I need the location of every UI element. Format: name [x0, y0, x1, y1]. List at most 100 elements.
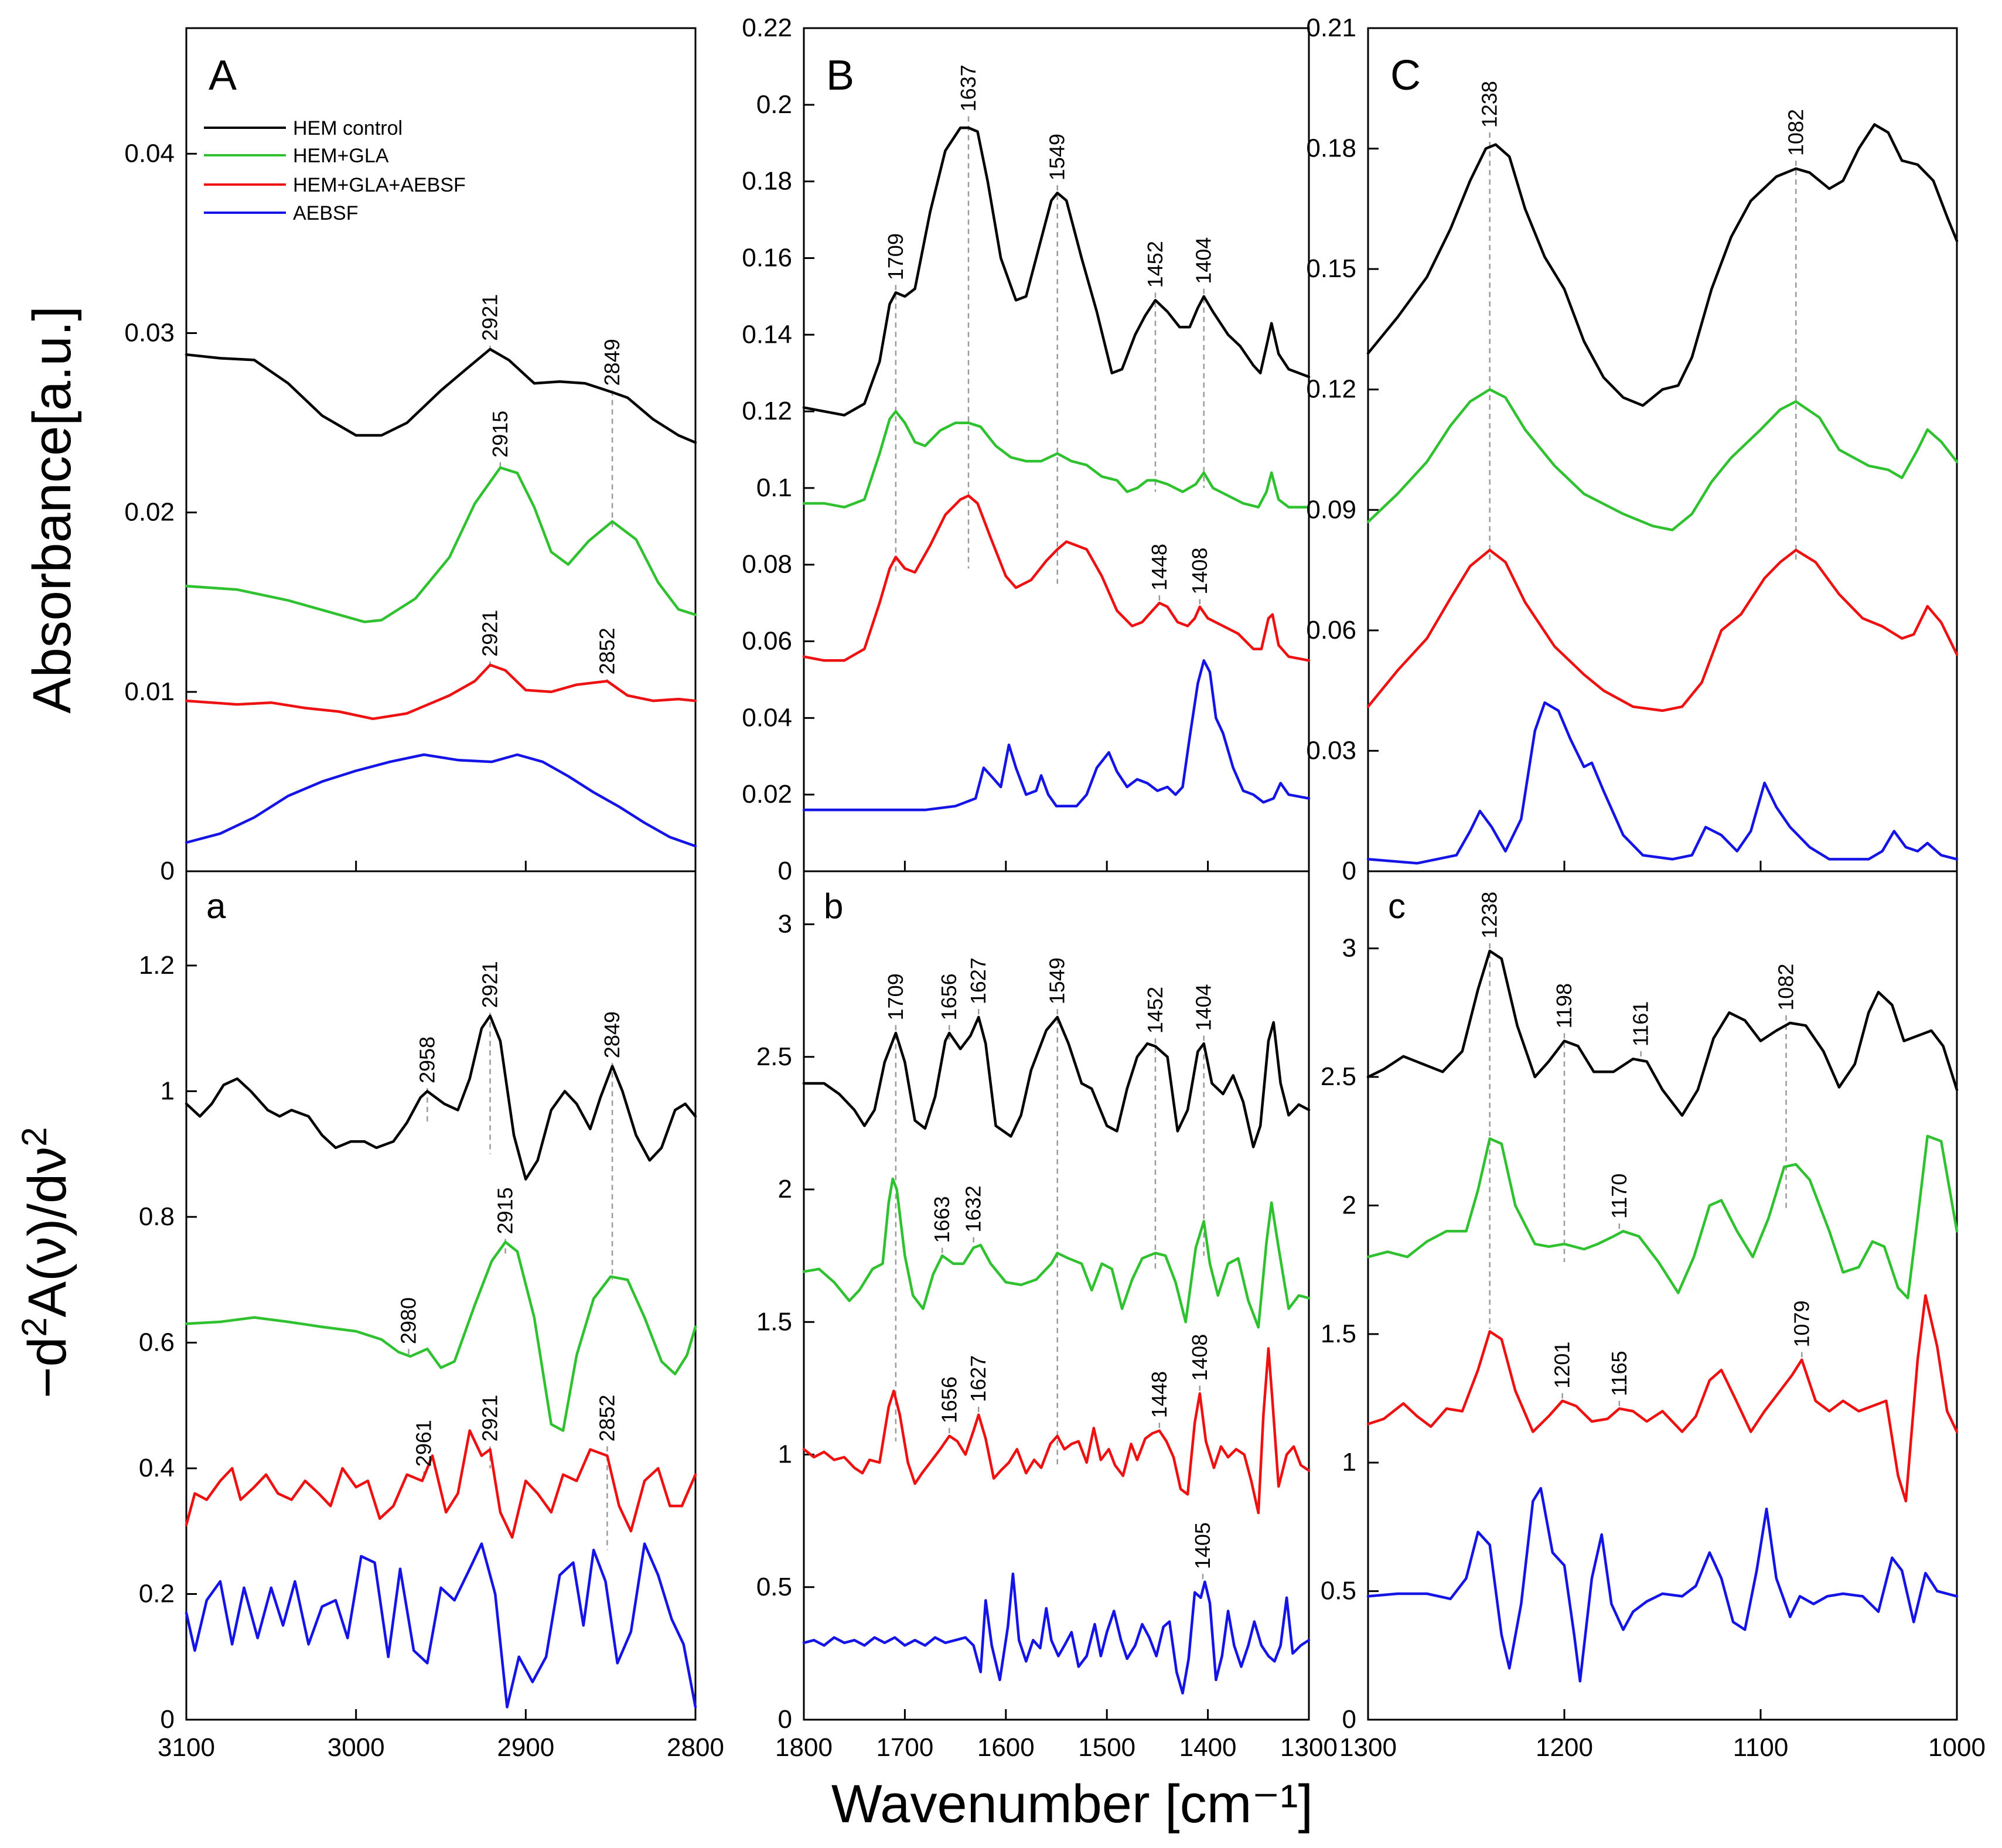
- y-tick-label: 0.15: [1306, 254, 1356, 283]
- peak-label: 2852: [595, 1394, 619, 1441]
- y-tick-label: 2: [778, 1175, 792, 1203]
- panel-label-B: B: [826, 52, 854, 99]
- peak-label: 1709: [884, 973, 908, 1020]
- series-line-hem-gla: [185, 1240, 697, 1432]
- y-tick-label: 0.09: [1306, 495, 1356, 524]
- series-line-hem-gla-aebsf: [185, 663, 697, 721]
- y-tick-label: 0.06: [1306, 616, 1356, 645]
- x-tick-label: 3000: [328, 1733, 385, 1762]
- panel-a: 0 0.2 0.4 0.6 0.8 1 1.2 3100 3000 2900 2800 2921 284…: [139, 870, 724, 1762]
- peak-label: 1448: [1147, 1371, 1171, 1418]
- peak-label: 2921: [478, 610, 502, 657]
- y-tick-label: 1: [778, 1440, 792, 1469]
- y-tick-label: 0: [161, 857, 175, 885]
- y-tick-label: 0.18: [742, 167, 792, 196]
- series-line-aebsf: [185, 753, 697, 848]
- peak-label: 1082: [1774, 964, 1798, 1011]
- peak-label: 1161: [1629, 1001, 1653, 1046]
- y-axis-label-bottom-sup1: 2: [15, 1317, 54, 1336]
- x-tick-label: 2800: [667, 1733, 724, 1762]
- series-line-hem-gla-aebsf: [1366, 548, 1959, 712]
- peak-label: 1663: [930, 1196, 954, 1243]
- y-tick-label: 0.18: [1306, 134, 1356, 163]
- series-line-aebsf: [1366, 1486, 1959, 1683]
- y-tick-label: 0.02: [742, 780, 792, 809]
- peak-label: 1238: [1478, 892, 1502, 939]
- peak-label: 1404: [1192, 984, 1216, 1031]
- x-tick-label: 1100: [1733, 1733, 1789, 1762]
- peak-label: 1404: [1192, 237, 1216, 284]
- peak-label: 1452: [1143, 987, 1167, 1034]
- y-tick-label: 0.08: [742, 550, 792, 579]
- peak-label: 1627: [966, 1355, 990, 1402]
- series-line-aebsf: [1366, 701, 1959, 865]
- series-line-hem-gla: [802, 410, 1311, 509]
- peak-label: 1452: [1143, 241, 1167, 288]
- x-axis-label: Wavenumber [cm⁻¹]: [831, 1774, 1313, 1834]
- series-line-hem-gla-aebsf: [1366, 1294, 1959, 1503]
- y-tick-label: 0.6: [139, 1328, 175, 1356]
- panel-B: 0 0.02 0.04 0.06 0.08 0.1 0.12 0.14 0.16 0.18 0.2 0…: [742, 13, 1311, 885]
- peak-label: 1165: [1607, 1351, 1631, 1396]
- x-tick-label: 1300: [1339, 1733, 1397, 1762]
- legend-label-hem-gla: HEM+GLA: [293, 145, 389, 167]
- panel-label-a: a: [206, 887, 226, 926]
- y-tick-label: 0.8: [139, 1202, 175, 1231]
- series-line-hem-control: [185, 1014, 697, 1181]
- y-tick-label: 2.5: [756, 1042, 792, 1071]
- peak-label: 2921: [478, 1394, 502, 1441]
- y-tick-label: 0.02: [124, 498, 175, 527]
- y-tick-label: 1.5: [1321, 1319, 1356, 1348]
- y-tick-label: 0.14: [742, 320, 792, 349]
- x-tick-label: 1800: [775, 1733, 833, 1762]
- y-axis-label-bottom: −d2A(ν)/dν2: [15, 1127, 78, 1398]
- panel-label-b: b: [824, 887, 843, 926]
- series-line-hem-gla-aebsf: [802, 1347, 1311, 1515]
- y-axis-label-top: Absorbance[a.u.]: [22, 306, 82, 714]
- y-tick-label: 3: [1342, 934, 1356, 963]
- x-tick-label: 1200: [1536, 1733, 1593, 1762]
- peak-label: 2915: [493, 1187, 517, 1234]
- y-tick-label: 1: [1342, 1448, 1356, 1477]
- peak-label: 1549: [1045, 957, 1069, 1004]
- series-line-hem-gla: [1366, 388, 1959, 531]
- y-tick-label: 1.2: [139, 951, 175, 980]
- series-line-hem-control: [802, 126, 1311, 417]
- y-tick-label: 0.04: [124, 139, 175, 168]
- peak-label: 1656: [937, 973, 961, 1020]
- panel-c: 0 0.5 1 1.5 2 2.5 3 1300 1200 1100 1000 1238 1198 116…: [1321, 870, 1986, 1762]
- x-tick-label: 1600: [977, 1733, 1035, 1762]
- x-tick-label: 1400: [1179, 1733, 1237, 1762]
- peak-label: 2961: [412, 1420, 436, 1467]
- y-tick-label: 0.03: [124, 318, 175, 347]
- x-tick-label: 1000: [1928, 1733, 1986, 1762]
- peak-label: 1408: [1188, 548, 1212, 595]
- y-tick-label: 1: [161, 1076, 175, 1105]
- series-line-hem-gla: [802, 1177, 1311, 1329]
- peak-label: 1170: [1607, 1174, 1631, 1219]
- peak-label: 1656: [937, 1376, 961, 1423]
- peak-label: 2958: [415, 1036, 439, 1083]
- peak-label: 1238: [1478, 81, 1502, 128]
- y-tick-label: 0.22: [742, 13, 792, 42]
- y-tick-label: 0: [161, 1705, 175, 1734]
- x-tick-label: 1300: [1280, 1733, 1338, 1762]
- legend-label-hem-gla-aebsf: HEM+GLA+AEBSF: [293, 174, 466, 196]
- series-line-aebsf: [802, 1572, 1311, 1695]
- y-tick-label: 2: [1342, 1191, 1356, 1219]
- peak-label: 1549: [1045, 134, 1069, 180]
- panel-frame: [185, 870, 697, 1721]
- peak-label: 2921: [478, 961, 502, 1008]
- y-axis-label-bottom-part2: A(ν)/dν: [18, 1147, 77, 1317]
- series-line-hem-gla-aebsf: [185, 1429, 697, 1539]
- series-line-aebsf: [802, 659, 1311, 812]
- peak-label: 1448: [1147, 544, 1171, 591]
- series-line-hem-gla: [1366, 1134, 1959, 1300]
- y-tick-label: 0: [1342, 1705, 1356, 1734]
- y-tick-label: 0.4: [139, 1454, 175, 1482]
- y-tick-label: 0.5: [756, 1573, 792, 1601]
- y-axis-label-bottom-part1: −d: [18, 1337, 77, 1399]
- panel-b: 0 0.5 1 1.5 2 2.5 3 1800 1700 1600 1500 1400 1300 170…: [756, 870, 1338, 1762]
- peak-label: 2849: [600, 1011, 624, 1058]
